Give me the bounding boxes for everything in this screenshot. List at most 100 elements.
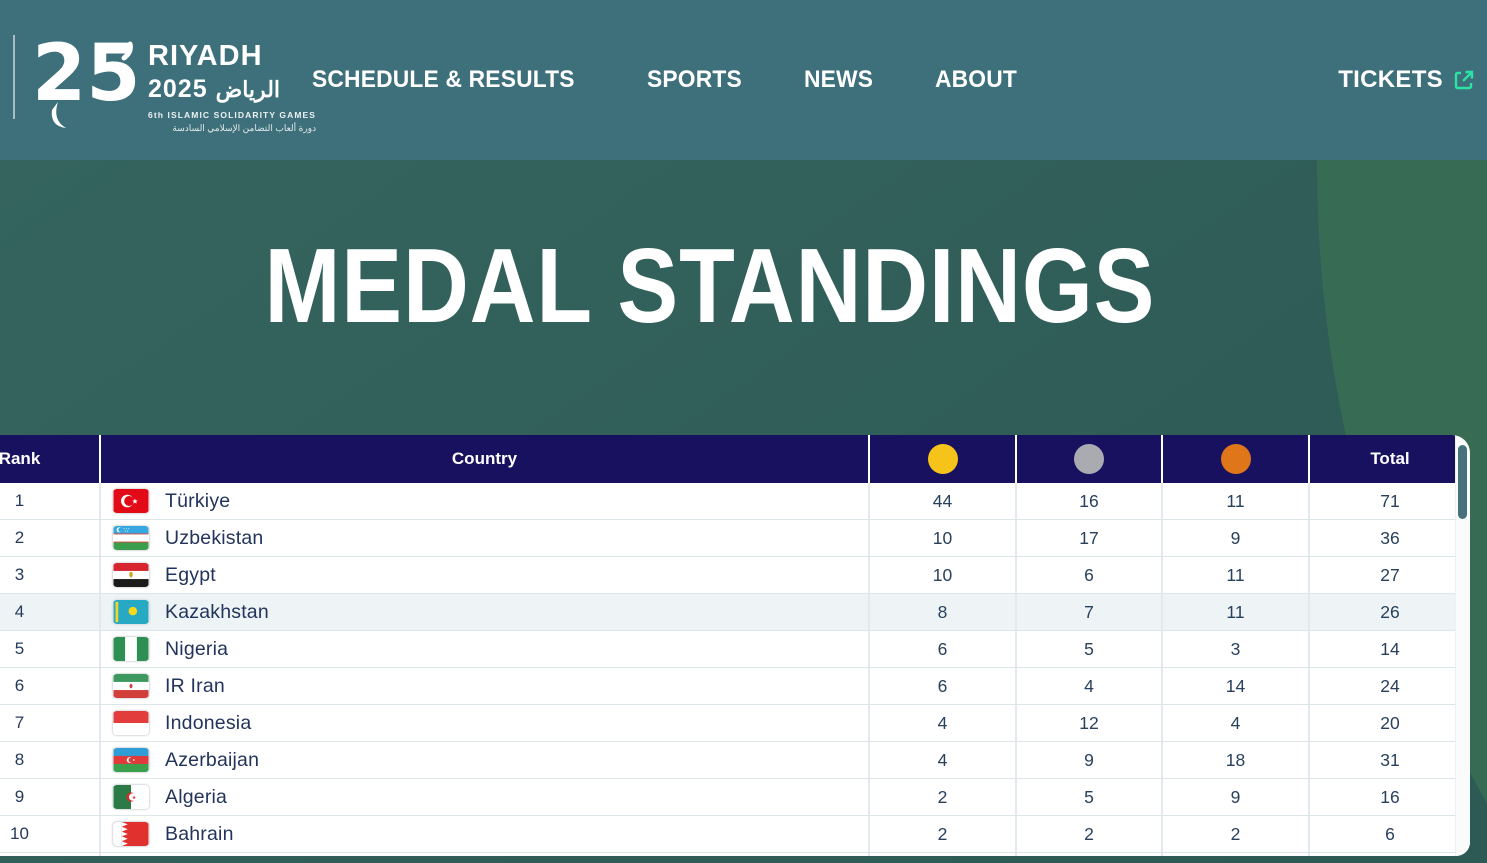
- external-link-icon: [1454, 70, 1474, 90]
- tickets-link[interactable]: TICKETS: [1338, 0, 1475, 160]
- gold-count-cell: 44: [868, 483, 1015, 519]
- country-cell: Egypt: [99, 557, 868, 593]
- country-cell: Türkiye: [99, 483, 868, 519]
- main-nav: SCHEDULE & RESULTS SPORTS NEWS ABOUT: [312, 0, 1022, 160]
- total-count-cell: [1308, 853, 1470, 856]
- table-row: 7 Indonesia 4 12 4 20: [0, 705, 1470, 742]
- rank-cell: [0, 853, 99, 856]
- total-count-cell: 20: [1308, 705, 1470, 741]
- country-flag-icon: [112, 673, 150, 699]
- total-count-cell: 16: [1308, 779, 1470, 815]
- silver-count-cell: 16: [1015, 483, 1161, 519]
- gold-count-cell: 8: [868, 594, 1015, 630]
- bronze-column-header: [1161, 435, 1308, 483]
- rank-cell: 6: [14, 676, 25, 695]
- silver-count-cell: 7: [1015, 594, 1161, 630]
- table-row: 8 Azerbaijan 4 9 18 31: [0, 742, 1470, 779]
- country-flag-icon: [112, 747, 150, 773]
- logo-text-block: RIYADH 2025 الرياض 6th ISLAMIC SOLIDARIT…: [148, 28, 316, 134]
- country-flag-icon: [112, 488, 150, 514]
- country-cell: Azerbaijan: [99, 742, 868, 778]
- table-row: 9 Algeria 2 5 9 16: [0, 779, 1470, 816]
- total-count-cell: 36: [1308, 520, 1470, 556]
- page-title: MEDAL STANDINGS: [264, 227, 1156, 345]
- silver-count-cell: 5: [1015, 779, 1161, 815]
- nav-item-schedule-results[interactable]: SCHEDULE & RESULTS: [312, 66, 575, 93]
- gold-count-cell: 6: [868, 668, 1015, 704]
- country-flag-icon: [112, 525, 150, 551]
- country-cell: Algeria: [99, 779, 868, 815]
- total-count-cell: 31: [1308, 742, 1470, 778]
- logo-subtitle-arabic: دورة ألعاب التضامن الإسلامي السادسة: [172, 123, 317, 133]
- rank-column-header: Rank: [0, 449, 41, 468]
- country-name: Uzbekistan: [165, 526, 264, 549]
- bronze-count-cell: 9: [1161, 779, 1308, 815]
- top-header-bar: 25 RIYADH 2025 الرياض 6th ISLAMIC SOLIDA…: [0, 0, 1487, 160]
- total-count-cell: 71: [1308, 483, 1470, 519]
- table-row-partial: [0, 853, 1470, 856]
- logo-arabic-name: الرياض: [215, 76, 281, 102]
- rank-cell: 9: [14, 787, 25, 806]
- country-name: Azerbaijan: [165, 748, 260, 771]
- gold-count-cell: [868, 853, 1015, 856]
- rank-cell: 10: [10, 824, 29, 843]
- rank-cell: 2: [14, 528, 25, 547]
- total-count-cell: 24: [1308, 668, 1470, 704]
- table-header-row: Rank Country Total: [0, 435, 1470, 483]
- table-row: 6 IR Iran 6 4 14 24: [0, 668, 1470, 705]
- silver-column-header: [1015, 435, 1161, 483]
- nav-item-about[interactable]: ABOUT: [935, 66, 1018, 93]
- country-name: Türkiye: [165, 489, 231, 512]
- nav-item-sports[interactable]: SPORTS: [646, 66, 742, 93]
- country-name: IR Iran: [165, 674, 225, 697]
- rank-cell: 7: [14, 713, 25, 732]
- total-count-cell: 27: [1308, 557, 1470, 593]
- country-flag-icon: [112, 821, 150, 847]
- logo-year: 2025: [148, 75, 208, 103]
- table-body: 1 Türkiye 44 16 11 71 2 Uzbekistan 10 17 9 36 3 Egypt…: [0, 483, 1470, 856]
- bronze-count-cell: [1161, 853, 1308, 856]
- silver-count-cell: 2: [1015, 816, 1161, 852]
- country-name: Kazakhstan: [165, 600, 269, 623]
- table-scrollbar-thumb[interactable]: [1458, 445, 1467, 519]
- country-cell: Indonesia: [99, 705, 868, 741]
- bronze-count-cell: 4: [1161, 705, 1308, 741]
- bronze-count-cell: 11: [1161, 594, 1308, 630]
- silver-count-cell: 4: [1015, 668, 1161, 704]
- rank-cell: 8: [14, 750, 25, 769]
- riyadh-2025-logo[interactable]: 25 RIYADH 2025 الرياض 6th ISLAMIC SOLIDA…: [36, 28, 316, 134]
- rank-cell: 3: [14, 565, 25, 584]
- silver-count-cell: 9: [1015, 742, 1161, 778]
- rank-cell: 1: [14, 491, 25, 510]
- country-cell: [99, 853, 868, 856]
- gold-medal-icon: [927, 444, 958, 474]
- rank-cell: 4: [14, 602, 25, 621]
- country-flag-icon: [112, 562, 150, 588]
- nav-item-news[interactable]: NEWS: [804, 66, 874, 93]
- silver-count-cell: 5: [1015, 631, 1161, 667]
- table-row: 3 Egypt 10 6 11 27: [0, 557, 1470, 594]
- logo-subtitle: 6th ISLAMIC SOLIDARITY GAMES: [148, 110, 317, 120]
- country-name: Bahrain: [165, 822, 234, 845]
- country-cell: IR Iran: [99, 668, 868, 704]
- bronze-count-cell: 9: [1161, 520, 1308, 556]
- country-name: Algeria: [165, 785, 228, 808]
- gold-count-cell: 10: [868, 520, 1015, 556]
- bronze-count-cell: 3: [1161, 631, 1308, 667]
- bronze-count-cell: 2: [1161, 816, 1308, 852]
- rank-cell: 5: [14, 639, 25, 658]
- country-cell: Uzbekistan: [99, 520, 868, 556]
- silver-count-cell: [1015, 853, 1161, 856]
- tickets-label: TICKETS: [1338, 66, 1443, 93]
- table-row: 4 Kazakhstan 8 7 11 26: [0, 594, 1470, 631]
- country-flag-icon: [112, 599, 150, 625]
- total-count-cell: 26: [1308, 594, 1470, 630]
- bronze-count-cell: 11: [1161, 483, 1308, 519]
- logo-title: RIYADH: [148, 40, 263, 72]
- country-name: Indonesia: [165, 711, 252, 734]
- country-flag-icon: [112, 784, 150, 810]
- svg-text:25: 25: [36, 29, 136, 119]
- table-scrollbar-track[interactable]: [1455, 435, 1470, 856]
- silver-count-cell: 17: [1015, 520, 1161, 556]
- silver-count-cell: 6: [1015, 557, 1161, 593]
